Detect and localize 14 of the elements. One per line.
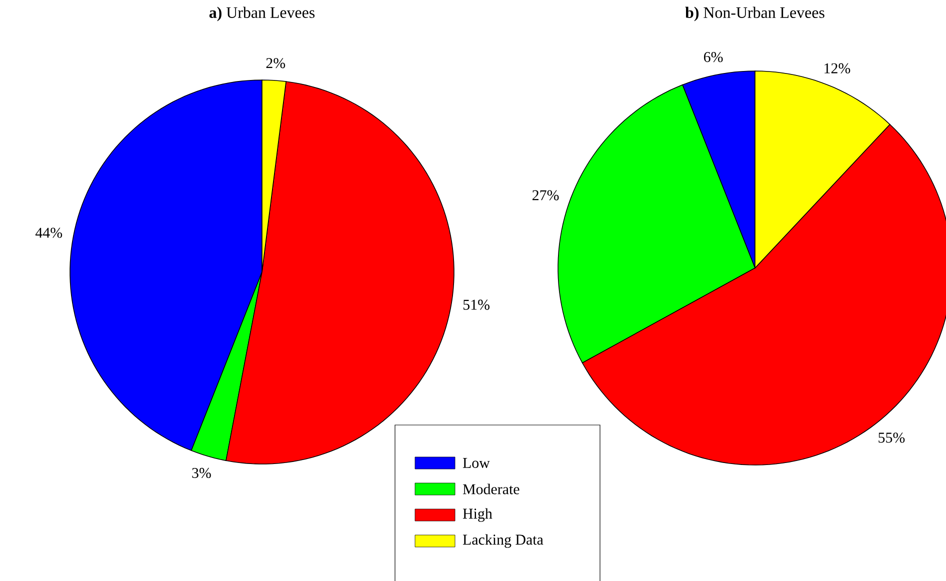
data-label: 6% (704, 52, 723, 62)
data-label: 55% (878, 432, 905, 443)
chart-title: a) Urban Levees (209, 6, 315, 22)
legend-label: Moderate (462, 484, 520, 494)
data-label: 27% (532, 190, 559, 200)
data-label: 2% (266, 58, 286, 68)
chart-title: b) Non-Urban Levees (685, 6, 824, 22)
data-label: 51% (463, 300, 490, 310)
data-label: 3% (192, 468, 211, 478)
legend-label: Low (462, 458, 490, 468)
data-label: 44% (35, 228, 62, 238)
legend-label: Lacking Data (462, 534, 544, 548)
legend-label: High (462, 508, 492, 522)
data-label: 12% (824, 63, 850, 74)
